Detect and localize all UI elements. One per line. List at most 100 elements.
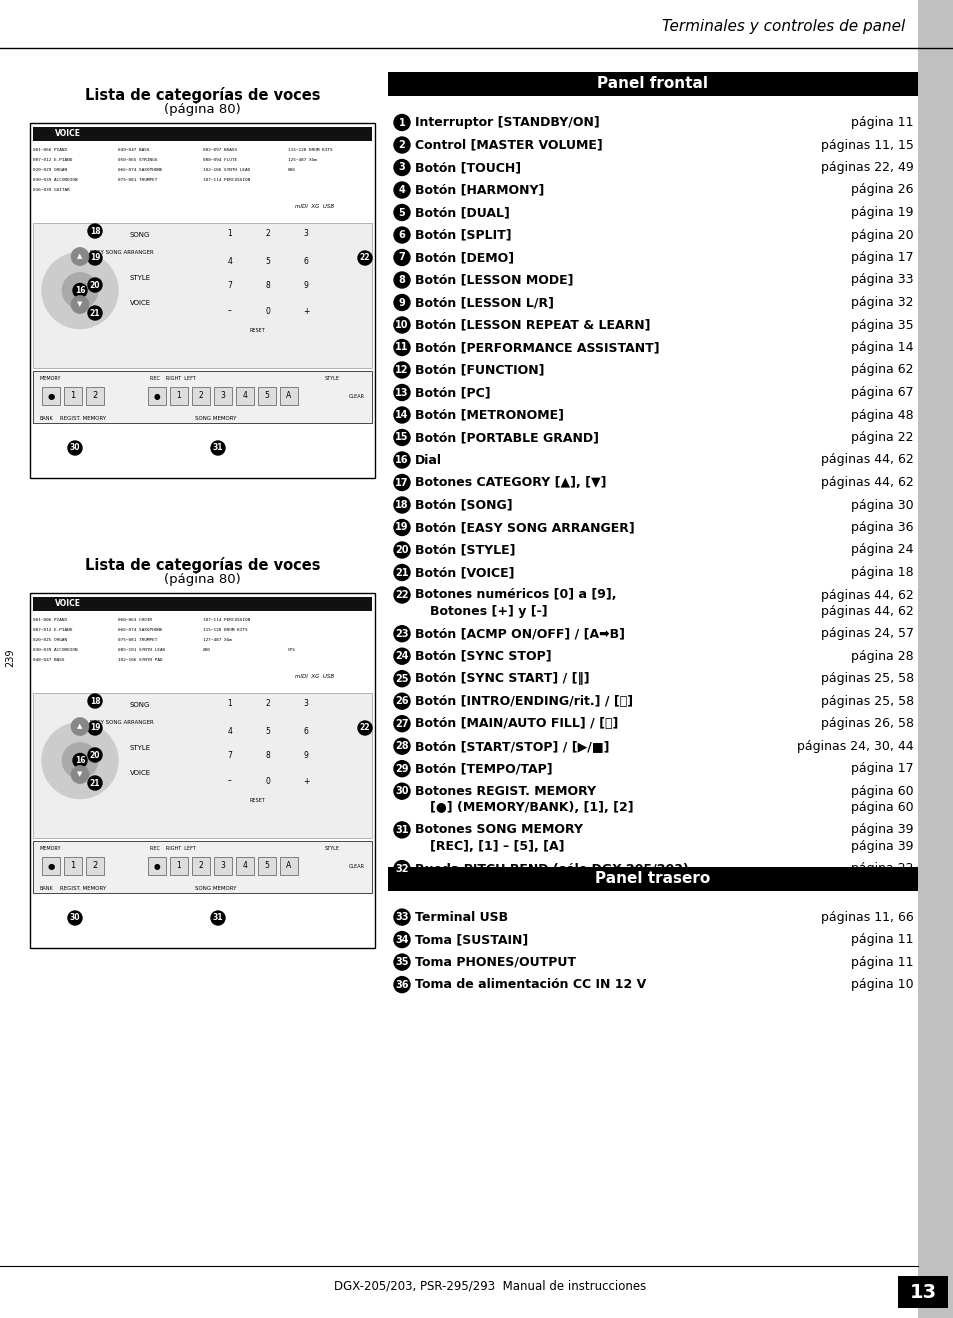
Text: 4: 4 (228, 257, 233, 265)
Text: página 24: página 24 (851, 543, 913, 556)
Text: 125~487 XGm: 125~487 XGm (288, 158, 316, 162)
Text: 9: 9 (398, 298, 405, 307)
Text: mIDI  XG  USB: mIDI XG USB (294, 203, 334, 208)
Text: +: + (302, 307, 309, 315)
Text: Toma PHONES/OUTPUT: Toma PHONES/OUTPUT (415, 956, 576, 969)
Text: 000: 000 (203, 648, 211, 652)
Circle shape (394, 362, 410, 378)
Text: 6: 6 (398, 231, 405, 240)
Text: 30: 30 (70, 913, 80, 923)
Text: 000: 000 (288, 167, 295, 173)
Text: 1: 1 (71, 862, 75, 870)
Circle shape (88, 224, 102, 239)
Text: 5: 5 (264, 862, 269, 870)
Bar (42, 857, 60, 875)
Text: 5: 5 (264, 391, 269, 401)
Circle shape (394, 693, 410, 709)
Text: 030~039 ACCORDION: 030~039 ACCORDION (33, 178, 77, 182)
Circle shape (357, 250, 372, 265)
Text: página 26: página 26 (851, 183, 913, 196)
Text: Botones SONG MEMORY: Botones SONG MEMORY (415, 824, 582, 837)
Text: 5: 5 (265, 726, 270, 735)
Circle shape (62, 742, 98, 779)
Text: Botón [TOUCH]: Botón [TOUCH] (415, 161, 520, 174)
Text: 0: 0 (265, 307, 270, 315)
Bar (33, 127, 372, 141)
Text: Control [MASTER VOLUME]: Control [MASTER VOLUME] (415, 138, 602, 152)
Circle shape (68, 442, 82, 455)
Text: REGIST. MEMORY: REGIST. MEMORY (60, 415, 106, 420)
Text: página 18: página 18 (850, 565, 913, 579)
Text: página 22: página 22 (851, 862, 913, 875)
Text: Interruptor [STANDBY/ON]: Interruptor [STANDBY/ON] (415, 116, 599, 129)
Text: Botón [SYNC START] / [‖]: Botón [SYNC START] / [‖] (415, 672, 589, 685)
Text: Botones CATEGORY [▲], [▼]: Botones CATEGORY [▲], [▼] (415, 476, 606, 489)
Text: Botones numéricos [0] a [9],: Botones numéricos [0] a [9], (415, 589, 616, 601)
Circle shape (42, 722, 118, 799)
Text: página 17: página 17 (850, 250, 913, 264)
Text: Terminal USB: Terminal USB (415, 911, 508, 924)
Circle shape (394, 497, 410, 513)
Text: páginas 25, 58: páginas 25, 58 (820, 695, 913, 708)
Text: Botón [PORTABLE GRAND]: Botón [PORTABLE GRAND] (415, 431, 598, 444)
Text: 2: 2 (265, 228, 270, 237)
Text: 2: 2 (398, 140, 405, 150)
Circle shape (394, 115, 410, 130)
Text: 066~074 SAXOPHONE: 066~074 SAXOPHONE (118, 627, 162, 633)
Text: 16: 16 (74, 286, 85, 295)
Text: 18: 18 (90, 696, 100, 705)
Text: página 32: página 32 (851, 297, 913, 308)
Circle shape (394, 977, 410, 992)
Circle shape (394, 137, 410, 153)
Circle shape (394, 204, 410, 220)
Text: páginas 11, 15: páginas 11, 15 (821, 138, 913, 152)
Text: 115~128 DRUM KITS: 115~128 DRUM KITS (288, 148, 333, 152)
Text: 3: 3 (398, 162, 405, 173)
Text: [REC], [1] – [5], [A]: [REC], [1] – [5], [A] (430, 840, 564, 853)
Text: 9: 9 (303, 751, 308, 760)
Text: páginas 24, 30, 44: páginas 24, 30, 44 (797, 739, 913, 753)
Text: 8: 8 (265, 282, 270, 290)
Circle shape (394, 564, 410, 580)
Circle shape (394, 783, 410, 799)
Circle shape (68, 911, 82, 925)
Text: 1: 1 (228, 699, 233, 708)
Bar (235, 857, 253, 875)
Bar (148, 857, 166, 875)
Text: páginas 11, 66: páginas 11, 66 (821, 911, 913, 924)
Text: 7: 7 (228, 751, 233, 760)
Text: 001~006 PIANO: 001~006 PIANO (33, 618, 67, 622)
Text: DGX-205/203, PSR-295/293  Manual de instrucciones: DGX-205/203, PSR-295/293 Manual de instr… (334, 1280, 645, 1293)
Text: 22: 22 (359, 724, 370, 733)
Text: 35: 35 (395, 957, 408, 967)
Text: 31: 31 (213, 443, 223, 452)
Text: REGIST. MEMORY: REGIST. MEMORY (60, 886, 106, 891)
Text: 007~012 E.PIANO: 007~012 E.PIANO (33, 627, 72, 633)
Circle shape (73, 283, 87, 298)
Circle shape (88, 721, 102, 735)
Circle shape (394, 272, 410, 289)
Text: 26: 26 (395, 696, 408, 706)
Circle shape (71, 248, 89, 265)
Text: página 33: página 33 (851, 274, 913, 286)
Bar (170, 387, 188, 405)
Text: 5: 5 (398, 207, 405, 217)
Text: mIDI  XG  USB: mIDI XG USB (294, 673, 334, 679)
Text: página 39: página 39 (851, 824, 913, 837)
Circle shape (71, 766, 89, 783)
Text: 5: 5 (265, 257, 270, 265)
Text: 23: 23 (395, 629, 408, 639)
Text: 6: 6 (303, 257, 308, 265)
Text: página 20: página 20 (850, 228, 913, 241)
Text: 20: 20 (90, 750, 100, 759)
Circle shape (394, 716, 410, 731)
Text: STYLE: STYLE (325, 846, 339, 851)
Text: 20: 20 (90, 281, 100, 290)
Text: 3: 3 (220, 391, 225, 401)
Text: 8: 8 (265, 751, 270, 760)
Bar (30, 593, 375, 948)
Text: 3: 3 (303, 228, 308, 237)
Text: páginas 26, 58: páginas 26, 58 (821, 717, 913, 730)
Bar (280, 857, 297, 875)
Text: ●: ● (48, 862, 54, 870)
